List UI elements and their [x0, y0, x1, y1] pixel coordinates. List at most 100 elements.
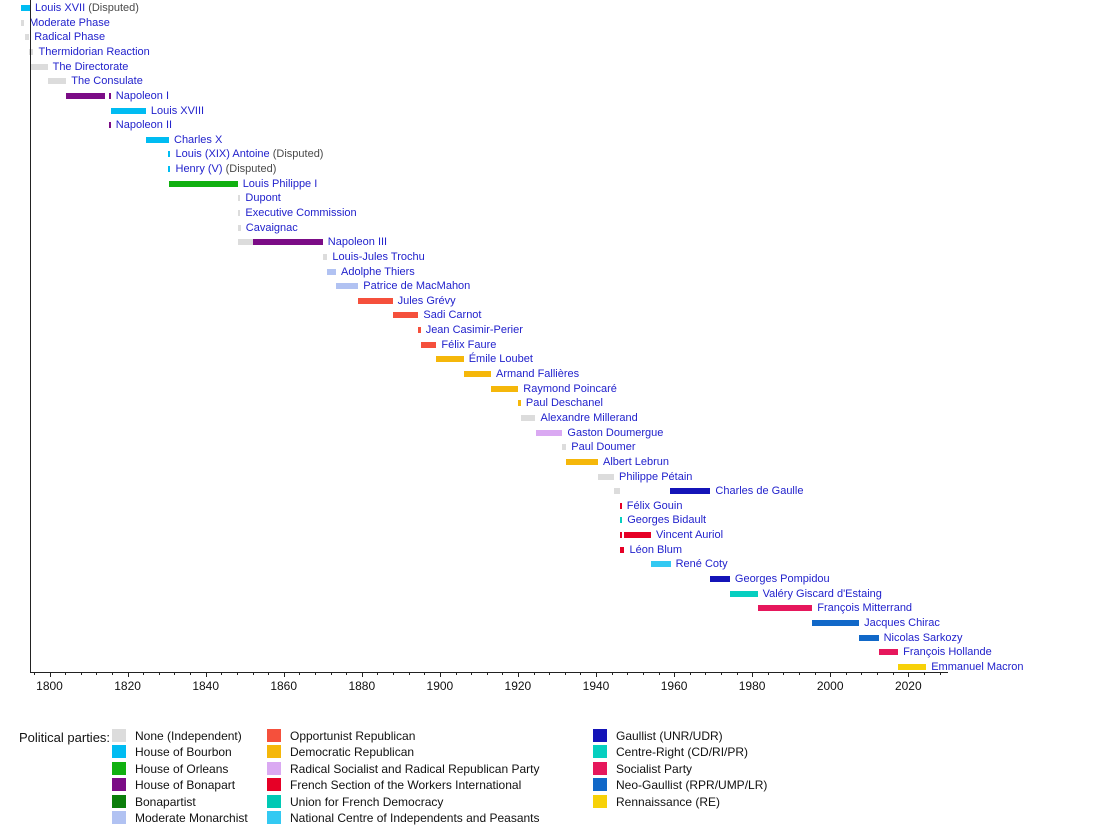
legend-label: Union for French Democracy: [290, 794, 444, 809]
legend-label: Rennaissance (RE): [616, 794, 721, 809]
axis-minor-tick: [502, 672, 504, 675]
legend-swatch: [112, 778, 126, 792]
entry-label: Charles X: [174, 133, 222, 147]
axis-minor-tick: [939, 672, 941, 675]
timeline-bar: [327, 268, 336, 275]
entry-name: Jules Grévy: [397, 294, 456, 307]
entry-name: René Coty: [675, 558, 728, 571]
legend-label: National Centre of Independents and Peas…: [290, 811, 540, 825]
timeline-bar: [237, 239, 254, 246]
legend-label: Gaullist (UNR/UDR): [616, 729, 723, 743]
timeline-bar: [145, 136, 169, 143]
entry-label: Henry (V) (Disputed): [176, 162, 277, 176]
axis-major-tick: [205, 672, 207, 677]
entry-label: Louis XVII (Disputed): [35, 1, 139, 15]
entry-name: Louis XVIII: [150, 104, 205, 117]
entry-name: Henry (V): [175, 163, 223, 175]
entry-label: Félix Gouin: [627, 499, 683, 513]
axis-minor-tick: [315, 672, 316, 675]
axis-tick-label: 1840: [192, 679, 220, 693]
timeline-bar: [168, 151, 171, 158]
axis-major-tick: [752, 672, 754, 677]
entry-name: Charles de Gaulle: [715, 485, 804, 498]
timeline-bar: [238, 195, 241, 202]
entry-label: Louis (XIX) Antoine (Disputed): [176, 147, 324, 161]
entry-disputed-note: (Disputed): [222, 163, 277, 175]
entry-label: Jean Casimir-Perier: [426, 323, 523, 337]
axis-minor-tick: [346, 672, 348, 675]
y-axis-line: [30, 0, 31, 673]
entry-label: Napoleon I: [116, 89, 169, 103]
entry-label: Charles de Gaulle: [715, 484, 803, 498]
axis-minor-tick: [642, 672, 644, 675]
entry-name: Vincent Auriol: [656, 529, 724, 541]
timeline-bar: [518, 400, 521, 407]
entry-label: François Mitterrand: [817, 601, 912, 615]
timeline-bar: [21, 19, 25, 26]
timeline-bar: [670, 488, 711, 495]
entry-disputed-note: (Disputed): [269, 148, 324, 161]
axis-minor-tick: [549, 672, 551, 675]
legend-swatch: [267, 729, 281, 742]
timeline-bar: [31, 63, 48, 70]
axis-minor-tick: [408, 672, 410, 675]
legend-swatch: [112, 811, 126, 824]
axis-minor-tick: [736, 672, 738, 675]
legend-label: House of Orleans: [135, 761, 229, 776]
legend-label: Bonapartist: [135, 794, 196, 809]
axis-minor-tick: [65, 672, 67, 675]
legend-label: Moderate Monarchist: [135, 811, 248, 825]
axis-minor-tick: [627, 672, 629, 675]
timeline-bar: [66, 92, 106, 99]
timeline-bar: [463, 371, 491, 377]
entry-name: Philippe Pétain: [619, 470, 693, 483]
timeline-bar: [859, 634, 879, 641]
entry-label: Paul Deschanel: [526, 396, 603, 410]
entry-label: Jacques Chirac: [864, 616, 940, 630]
entry-name: Moderate Phase: [29, 16, 110, 29]
timeline-bar: [614, 488, 620, 495]
entry-label: The Consulate: [71, 74, 143, 88]
entry-label: Moderate Phase: [29, 16, 110, 30]
entry-label: Jules Grévy: [398, 294, 456, 308]
timeline-bar: [436, 356, 464, 363]
entry-label: Dupont: [245, 191, 280, 205]
entry-label: Armand Fallières: [496, 367, 579, 381]
axis-minor-tick: [190, 672, 191, 675]
timeline-bar: [878, 649, 899, 656]
entry-name: Georges Pompidou: [734, 573, 830, 585]
entry-label: Patrice de MacMahon: [363, 279, 470, 293]
axis-minor-tick: [96, 672, 98, 675]
timeline-bar: [111, 107, 146, 114]
entry-name: Napoleon III: [327, 236, 388, 249]
legend-swatch: [112, 761, 126, 775]
timeline-bar: [620, 517, 623, 524]
entry-name: François Hollande: [903, 646, 992, 659]
legend-swatch: [593, 794, 607, 808]
axis-major-tick: [439, 672, 441, 677]
axis-major-tick: [674, 672, 676, 677]
entry-name: Félix Faure: [441, 338, 497, 351]
entry-label: Émile Loubet: [469, 352, 533, 366]
legend-label: House of Bonapart: [135, 778, 236, 793]
entry-label: Adolphe Thiers: [341, 265, 415, 279]
entry-name: Executive Commission: [245, 207, 357, 219]
timeline-bar: [392, 312, 419, 319]
entry-name: Valéry Giscard d'Estaing: [762, 587, 882, 600]
legend-label: Socialist Party: [616, 761, 693, 776]
entry-name: Gaston Doumergue: [567, 426, 664, 439]
timeline-bar: [108, 122, 111, 129]
legend-swatch: [112, 729, 126, 742]
entry-name: Louis (XIX) Antoine: [175, 148, 270, 161]
axis-major-tick: [127, 672, 129, 677]
timeline-bar: [238, 224, 241, 231]
entry-name: Albert Lebrun: [603, 455, 670, 468]
axis-minor-tick: [486, 672, 488, 675]
legend-swatch: [112, 745, 126, 759]
entry-label: Paul Doumer: [571, 440, 635, 454]
legend-label: French Section of the Workers Internatio…: [290, 778, 522, 793]
axis-major-tick: [49, 672, 51, 677]
timeline-bar: [253, 239, 323, 246]
axis-minor-tick: [143, 672, 145, 675]
axis-minor-tick: [252, 672, 254, 675]
